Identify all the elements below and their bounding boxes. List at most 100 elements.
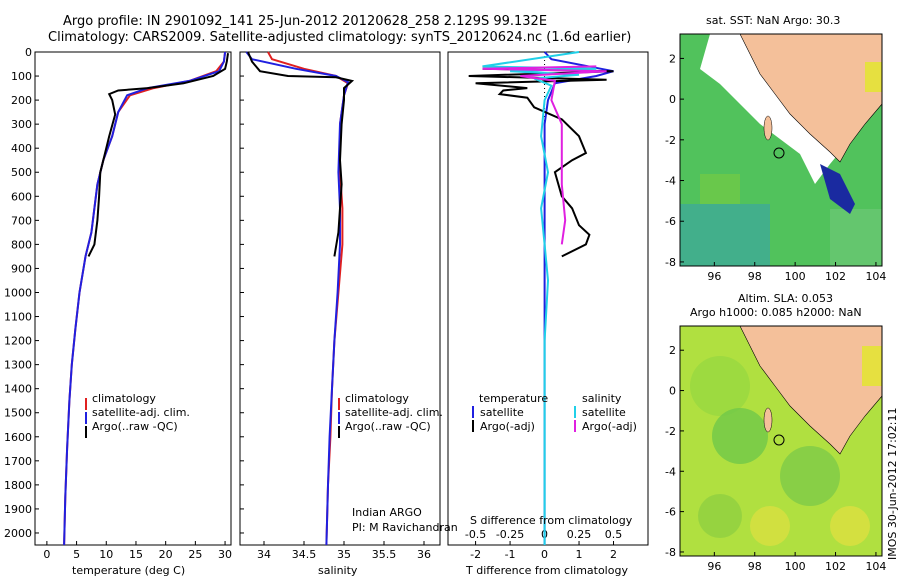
map-sst-ticks: 96 98 100 102 104 2 0 -2 -4 -6 -8 (665, 52, 886, 283)
legend-argo-2: Argo(..raw -QC) (345, 420, 431, 433)
temperature-lines (63, 51, 229, 546)
difference-legend: temperature salinity satellite Argo(-adj… (472, 392, 637, 433)
series-line (543, 51, 614, 545)
x-tick-label: 5 (73, 548, 80, 561)
map-y-tick-label: -4 (665, 175, 676, 188)
title-line1: Argo profile: IN 2901092_141 25-Jun-2012… (63, 14, 548, 29)
y-tick-label: 700 (11, 214, 32, 227)
y-tick-label: 400 (11, 142, 32, 155)
x-tick-label: 15 (129, 548, 143, 561)
y-tick-label: 0 (25, 46, 32, 59)
temperature-xlabel: temperature (deg C) (72, 564, 185, 577)
legend-satellite-clim-2: satellite-adj. clim. (345, 406, 443, 419)
temperature-y-ticks: 0 100 200 300 400 500 600 700 800 900 1000 1100 1200… (4, 46, 39, 540)
salinity-x-ticks: 34 34.5 35 35.5 36 (257, 541, 431, 561)
x-top-tick-label: 0.25 (567, 528, 592, 541)
map-sla-title: Altim. SLA: 0.053 (738, 292, 833, 305)
x-tick-label: 34.5 (292, 548, 317, 561)
y-tick-label: 900 (11, 262, 32, 275)
panel-temperature-frame (34, 51, 232, 546)
temperature-x-ticks: 0 5 10 15 20 25 30 (43, 541, 232, 561)
legend-s-argo: Argo(-adj) (582, 420, 637, 433)
salinity-y-ticks (240, 51, 244, 534)
map-y-tick-label: -2 (665, 134, 676, 147)
salinity-lines (245, 51, 355, 546)
y-tick-label: 1200 (4, 335, 32, 348)
series-line (267, 51, 350, 546)
x-tick-label: 35.5 (372, 548, 397, 561)
x-tick-label: -1 (505, 548, 516, 561)
salinity-xlabel: salinity (318, 564, 358, 577)
difference-xlabel: T difference from climatology (465, 564, 628, 577)
x-tick-label: -2 (470, 548, 481, 561)
map-sla-subtitle: Argo h1000: 0.085 h2000: NaN (690, 306, 862, 319)
legend-s-satellite: satellite (582, 406, 626, 419)
x-tick-label: 25 (188, 548, 202, 561)
legend-argo: Argo(..raw -QC) (92, 420, 178, 433)
legend-satellite-clim: satellite-adj. clim. (92, 406, 190, 419)
legend-t-satellite: satellite (480, 406, 524, 419)
map-sst: sat. SST: NaN Argo: 30.3 96 98 100 102 104 2 0… (665, 14, 886, 283)
temperature-legend: climatology satellite-adj. clim. Argo(..… (85, 392, 190, 438)
y-tick-label: 1900 (4, 503, 32, 516)
map-sla-area (680, 326, 882, 556)
x-tick-label: 30 (218, 548, 232, 561)
panel-difference-frame (447, 51, 649, 546)
footer-stamp: IMOS 30-Jun-2012 17:02:11 (886, 407, 899, 560)
panel-salinity: 34 34.5 35 35.5 36 salinity climatology sate… (239, 51, 458, 577)
map-sst-area (680, 34, 882, 266)
y-tick-label: 1400 (4, 383, 32, 396)
x-tick-label: 10 (99, 548, 113, 561)
map-x-tick-label: 96 (707, 560, 721, 573)
map-x-tick-label: 102 (825, 560, 846, 573)
y-tick-label: 1700 (4, 455, 32, 468)
series-line (63, 51, 227, 546)
x-tick-label: 34 (257, 548, 271, 561)
map-x-tick-label: 96 (707, 270, 721, 283)
map-y-tick-label: 0 (669, 93, 676, 106)
series-line (247, 51, 355, 257)
panel-temperature: 0100200300400500600700800900100011001200… (4, 46, 232, 577)
legend-title-temperature: temperature (479, 392, 548, 405)
map-sst-frame (679, 33, 883, 267)
series-line (482, 51, 597, 545)
legend-t-argo: Argo(-adj) (480, 420, 535, 433)
map-x-tick-label: 104 (865, 270, 886, 283)
x-tick-label: 2 (610, 548, 617, 561)
map-y-tick-label: -4 (665, 465, 676, 478)
y-tick-label: 500 (11, 166, 32, 179)
annotation-indian-argo: Indian ARGO (352, 506, 422, 519)
map-sst-title: sat. SST: NaN Argo: 30.3 (706, 14, 840, 27)
y-tick-label: 1300 (4, 359, 32, 372)
map-x-tick-label: 100 (785, 560, 806, 573)
y-tick-label: 200 (11, 94, 32, 107)
y-tick-label: 800 (11, 238, 32, 251)
y-tick-label: 1600 (4, 431, 32, 444)
map-y-tick-label: -6 (665, 506, 676, 519)
x-tick-label: 20 (159, 548, 173, 561)
map-y-tick-label: 2 (669, 344, 676, 357)
map-y-tick-label: 0 (669, 385, 676, 398)
annotation-pi: PI: M Ravichandran (352, 521, 458, 534)
y-tick-label: 100 (11, 70, 32, 83)
map-sla-frame (679, 325, 883, 557)
series-line (63, 51, 227, 546)
panel-salinity-frame (239, 51, 441, 546)
difference-x-ticks: -2 -1 0 1 2-0.5 -0.25 0 0.25 0.5 (465, 52, 622, 561)
difference-lines (468, 51, 614, 545)
difference-xlabel-top: S difference from climatology (470, 514, 633, 527)
series-line (245, 51, 350, 546)
map-y-tick-label: -2 (665, 425, 676, 438)
x-tick-label: 1 (576, 548, 583, 561)
y-tick-label: 1100 (4, 311, 32, 324)
map-y-tick-label: -8 (665, 256, 676, 269)
map-x-tick-label: 102 (825, 270, 846, 283)
x-tick-label: 36 (417, 548, 431, 561)
series-line (87, 53, 229, 257)
y-tick-label: 1500 (4, 407, 32, 420)
x-tick-label: 0 (43, 548, 50, 561)
map-x-tick-label: 100 (785, 270, 806, 283)
salinity-legend: climatology satellite-adj. clim. Argo(..… (338, 392, 443, 438)
y-tick-label: 2000 (4, 527, 32, 540)
